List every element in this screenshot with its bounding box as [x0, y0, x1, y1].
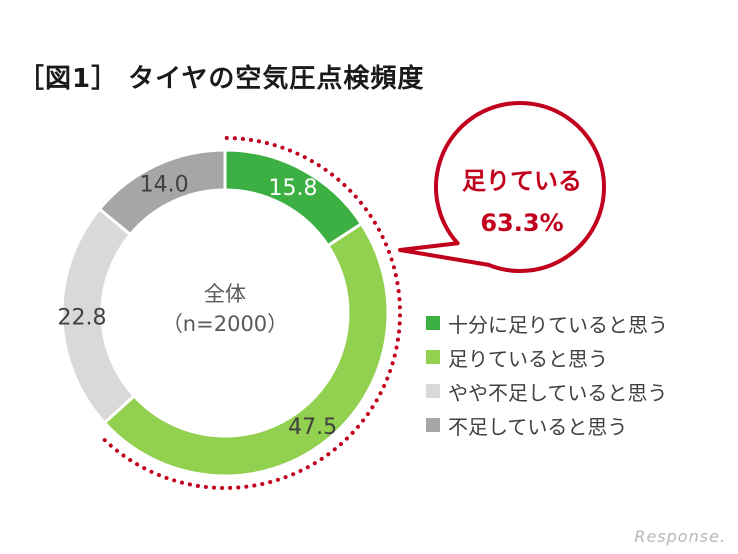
legend-swatch	[426, 418, 440, 432]
legend-swatch	[426, 384, 440, 398]
callout-shape	[398, 101, 606, 273]
legend-item: 足りていると思う	[426, 340, 668, 374]
donut-segments	[60, 148, 390, 478]
legend-item: 不足していると思う	[426, 408, 668, 442]
donut-slice	[97, 148, 227, 237]
center-label-line2: （n=2000）	[162, 312, 288, 336]
donut-value-label: 15.8	[269, 176, 318, 201]
callout-text-line1: 足りている	[462, 167, 582, 195]
center-label-line1: 全体	[204, 282, 246, 306]
legend-label: やや不足していると思う	[448, 380, 668, 405]
legend-item: やや不足していると思う	[426, 374, 668, 408]
donut-value-label: 47.5	[288, 415, 337, 440]
donut-slice	[102, 221, 390, 478]
legend-label: 不足していると思う	[448, 414, 628, 439]
callout-text-line2: 63.3%	[480, 209, 563, 237]
legend-label: 足りていると思う	[448, 346, 608, 371]
legend-swatch	[426, 350, 440, 364]
donut-value-label: 14.0	[140, 173, 189, 198]
callout-bubble: 足りている 63.3%	[398, 101, 606, 273]
legend-swatch	[426, 316, 440, 330]
center-label: 全体 （n=2000）	[162, 282, 288, 336]
legend-item: 十分に足りていると思う	[426, 306, 668, 340]
donut-value-labels: 15.8 47.5 22.8 14.0	[58, 173, 338, 440]
donut-value-label: 22.8	[58, 305, 107, 330]
legend-label: 十分に足りていると思う	[448, 312, 668, 337]
legend: 十分に足りていると思う 足りていると思うやや不足していると思う 不足していると思う	[426, 306, 668, 442]
chart-title: ［図1］ タイヤの空気圧点検頻度	[18, 64, 425, 94]
watermark-logo: Response.	[634, 527, 726, 546]
